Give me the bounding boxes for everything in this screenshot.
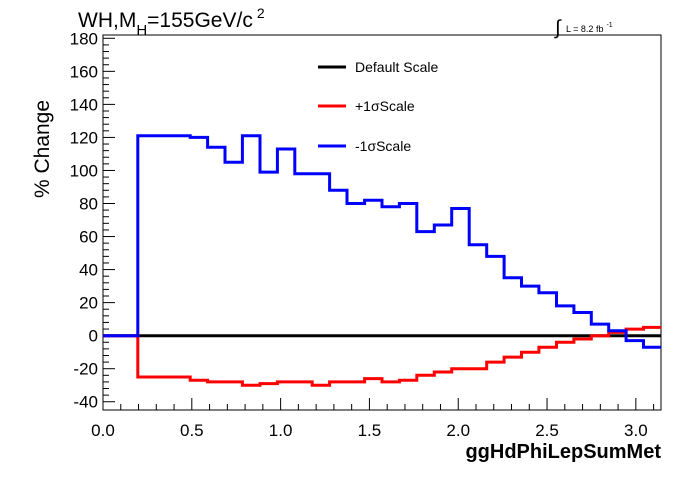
x-axis-label: ggHdPhiLepSumMet <box>465 441 661 463</box>
y-tick-label: 120 <box>70 128 98 147</box>
lumi-integral-icon: ∫ <box>554 17 562 39</box>
legend-label-default: Default Scale <box>355 59 438 75</box>
plot-frame <box>102 34 662 411</box>
series-lines <box>103 134 661 387</box>
x-tick-label: 1.5 <box>358 421 382 440</box>
y-tick-label: 180 <box>70 29 98 48</box>
axis-ticks: -40 -20 0 20 40 60 80 100 120 140 160 180 0.0 0.5 1.0 1… <box>70 29 655 440</box>
y-tick-label: 20 <box>79 294 98 313</box>
y-tick-label: 0 <box>89 327 98 346</box>
x-tick-label: 2.5 <box>535 421 559 440</box>
legend: Default Scale +1σScale -1σScale <box>318 59 438 154</box>
x-tick-label: 0.5 <box>180 421 204 440</box>
y-tick-label: 80 <box>79 195 98 214</box>
y-tick-label: 40 <box>79 261 98 280</box>
legend-label-minus1sigma: -1σScale <box>355 138 411 154</box>
chart-title: WH,MH=155GeV/c 2 <box>78 5 265 39</box>
y-axis-label: % Change <box>31 100 54 198</box>
y-tick-label: -40 <box>73 393 98 412</box>
y-tick-label: 160 <box>70 62 98 81</box>
y-tick-label: -20 <box>73 360 98 379</box>
legend-label-plus1sigma: +1σScale <box>355 98 415 114</box>
lumi-label: L = 8.2 fb -1 <box>566 22 613 34</box>
x-tick-label: 3.0 <box>624 421 648 440</box>
y-tick-label: 100 <box>70 161 98 180</box>
x-tick-label: 2.0 <box>446 421 470 440</box>
series-line-1 <box>103 325 661 387</box>
y-tick-label: 60 <box>79 228 98 247</box>
series-line-2 <box>103 134 661 349</box>
x-tick-label: 0.0 <box>91 421 115 440</box>
x-tick-label: 1.0 <box>269 421 293 440</box>
y-tick-label: 140 <box>70 95 98 114</box>
